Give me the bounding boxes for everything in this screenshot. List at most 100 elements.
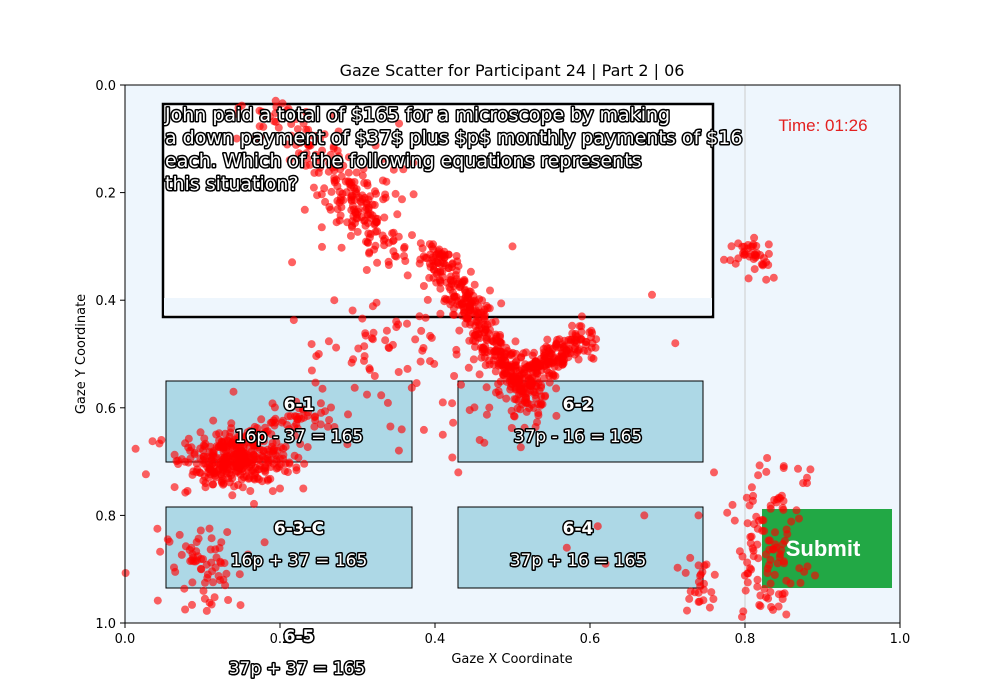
gaze-point [516,386,525,395]
gaze-point [233,446,242,455]
gaze-point [438,430,447,439]
gaze-point [310,168,319,177]
gaze-point [673,563,682,572]
gaze-point [156,547,165,556]
gaze-point [267,442,276,451]
gaze-point [765,536,774,545]
gaze-point [370,372,379,380]
gaze-point [753,524,762,533]
gaze-point [287,120,296,128]
gaze-point [446,285,455,294]
gaze-point [266,418,275,427]
gaze-point [401,257,410,265]
gaze-point [811,571,819,580]
gaze-point [577,322,586,331]
gaze-point [452,350,461,359]
gaze-point [502,394,511,403]
gaze-point [274,123,283,132]
gaze-point [762,258,771,267]
gaze-point [365,364,374,373]
gaze-point [521,398,530,407]
gaze-point [209,416,218,425]
gaze-point [310,422,319,431]
gaze-point [806,465,815,474]
gaze-point [764,249,773,258]
gaze-point [219,454,228,463]
gaze-point [577,312,586,321]
gaze-point [383,398,392,407]
gaze-point [215,544,224,552]
option-equation-6-3-c: 16p + 37 = 165 [231,551,368,571]
gaze-point [246,487,255,495]
gaze-point [371,187,379,196]
gaze-point [232,134,241,143]
submit-label: Submit [786,536,861,561]
gaze-point [278,99,287,108]
gaze-point [255,122,264,131]
gaze-point [480,328,489,337]
gaze-point [471,296,479,305]
gaze-point [796,578,805,587]
gaze-point [201,459,209,468]
gaze-point [292,466,301,475]
gaze-point [566,349,575,358]
x-tick-label: 0.6 [580,632,601,647]
gaze-point [449,418,458,427]
gaze-point [219,444,228,453]
gaze-point [244,550,252,559]
gaze-point [367,214,376,223]
y-axis-ticks: 0.0 0.2 0.4 0.6 0.8 1.0 [95,79,125,632]
gaze-point [207,600,216,609]
gaze-point [743,519,752,528]
gaze-point [199,555,207,564]
gaze-point [473,318,482,327]
option-box-6-4[interactable] [457,506,704,589]
gaze-point [395,119,404,128]
gaze-point [324,337,333,346]
gaze-point [131,444,140,453]
gaze-point [466,287,475,296]
gaze-point [490,351,499,360]
gaze-point [428,256,437,265]
gaze-point [419,282,428,290]
gaze-point [545,378,554,387]
gaze-point [336,193,345,202]
gaze-point [327,403,335,412]
gaze-point [466,267,475,276]
gaze-point [232,109,241,118]
gaze-point [601,559,610,568]
gaze-point [337,243,346,252]
y-axis-label: Gaze Y Coordinate [74,294,89,414]
gaze-point [180,584,189,593]
gaze-point [344,153,353,162]
gaze-point [446,300,455,309]
gaze-point [268,487,277,496]
gaze-point [698,567,707,576]
gaze-point [517,353,525,362]
gaze-point [224,596,233,604]
gaze-point [270,117,279,126]
gaze-point [201,439,210,448]
gaze-point [197,565,206,574]
gaze-point [373,258,382,267]
gaze-points [121,96,819,621]
gaze-point [233,432,242,441]
gaze-point [769,273,778,282]
gaze-point [313,191,322,200]
gaze-point [380,234,389,243]
gaze-point [388,229,397,238]
gaze-point [747,483,756,492]
gaze-point [394,446,403,455]
gaze-point [794,464,802,473]
gaze-point [423,295,432,304]
gaze-point [409,190,418,199]
gaze-point [326,205,335,214]
gaze-point [381,193,390,202]
gaze-point [686,587,695,596]
gaze-point [281,442,290,451]
gaze-point [230,453,239,462]
gaze-point [543,335,552,344]
gaze-point [702,560,711,569]
gaze-point [487,318,496,327]
gaze-point [364,229,373,238]
